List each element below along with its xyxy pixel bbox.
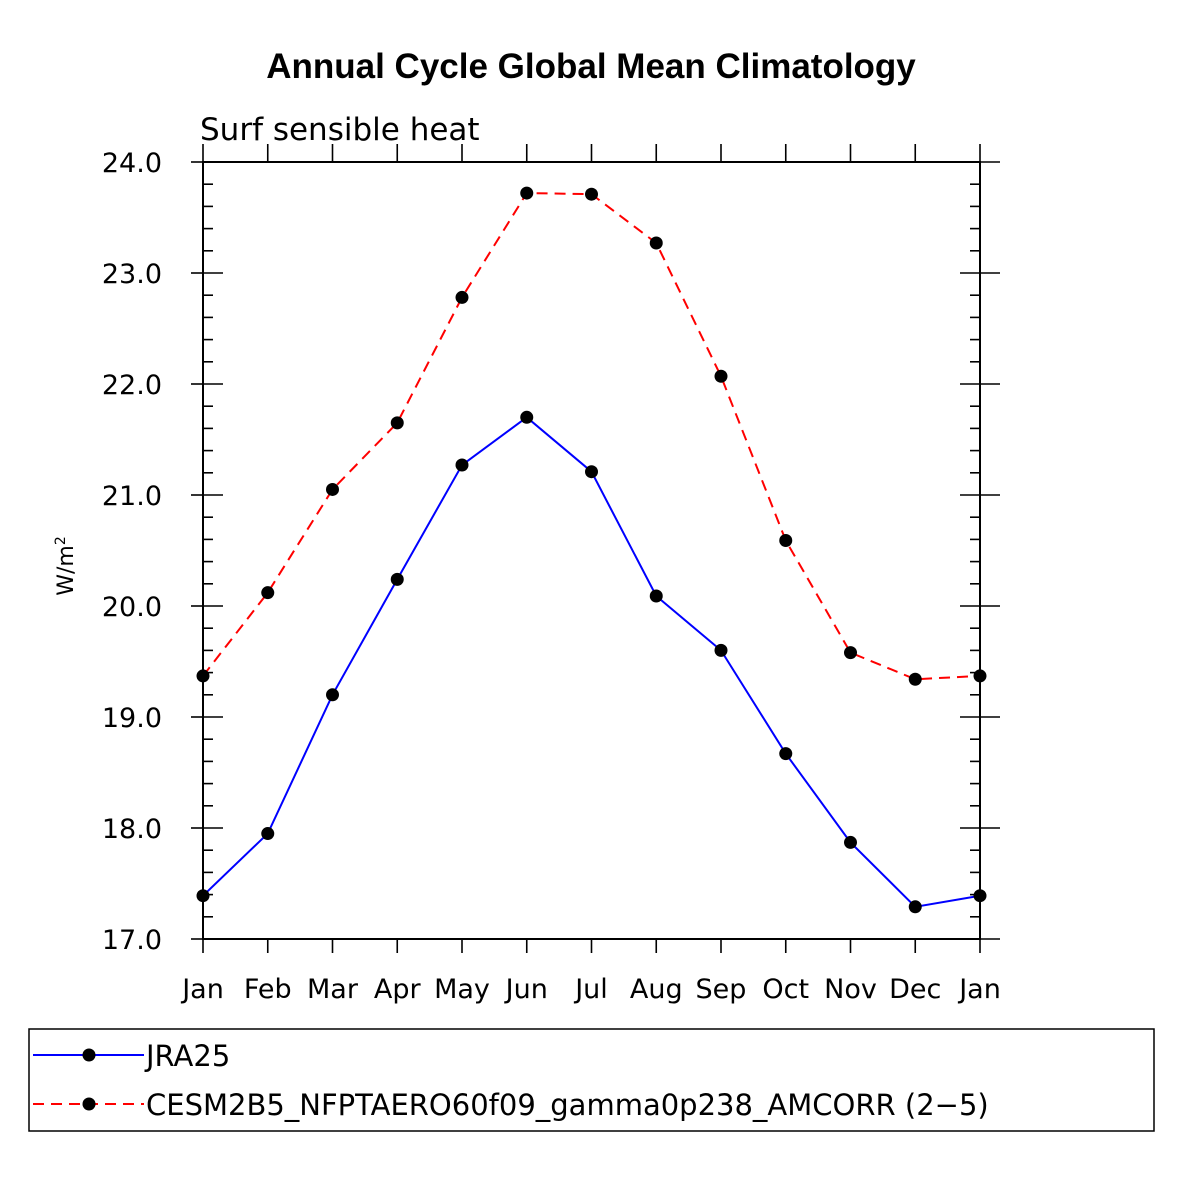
y-tick-label: 17.0	[102, 925, 162, 956]
data-point	[844, 646, 857, 660]
svg-text:W/m2: W/m2	[53, 536, 79, 596]
x-tick-label: Nov	[824, 974, 877, 1005]
y-tick-label: 23.0	[102, 259, 162, 290]
legend-marker	[82, 1097, 96, 1111]
data-point	[261, 586, 275, 600]
data-point	[844, 835, 857, 849]
data-point	[585, 465, 598, 479]
data-point	[585, 187, 598, 201]
y-tick-label: 20.0	[102, 592, 162, 623]
data-point	[779, 534, 793, 548]
data-point	[520, 410, 534, 424]
series-layer	[196, 186, 987, 914]
data-point	[326, 482, 339, 496]
x-tick-label: Aug	[630, 974, 683, 1005]
data-point	[390, 416, 404, 430]
data-point	[455, 458, 469, 472]
legend-label: JRA25	[144, 1039, 230, 1073]
x-tick-label: Feb	[244, 974, 292, 1005]
data-point	[455, 290, 469, 304]
x-tick-label: Dec	[889, 974, 941, 1005]
x-tick-label: Apr	[374, 974, 422, 1005]
data-point	[908, 672, 922, 686]
y-tick-label: 24.0	[102, 148, 162, 179]
data-point	[908, 900, 922, 914]
y-axis-label: W/m2	[53, 536, 79, 596]
y-tick-label: 22.0	[102, 370, 162, 401]
y-tick-label: 19.0	[102, 703, 162, 734]
x-tick-label: Jan	[180, 974, 224, 1005]
legend-label: CESM2B5_NFPTAERO60f09_gamma0p238_AMCORR …	[146, 1088, 989, 1122]
x-tick-label: Jan	[957, 974, 1001, 1005]
chart-subtitle: Surf sensible heat	[200, 112, 480, 148]
data-point	[649, 236, 663, 250]
x-tick-label: Jun	[504, 974, 548, 1005]
chart-title: Annual Cycle Global Mean Climatology	[266, 47, 916, 86]
legend: JRA25 CESM2B5_NFPTAERO60f09_gamma0p238_AM…	[28, 1028, 1155, 1132]
x-tick-label: Jul	[573, 974, 608, 1005]
x-tick-label: May	[434, 974, 490, 1005]
data-point	[714, 369, 728, 383]
data-point	[714, 643, 728, 657]
data-point	[520, 186, 534, 200]
plot-frame	[202, 161, 981, 940]
y-axis-label-superscript: 2	[53, 536, 69, 545]
tick-labels: 17.0 18.0 19.0 20.0 21.0 22.0 23.0 24.0 Jan Feb Ma…	[102, 148, 1001, 1005]
data-point	[326, 688, 339, 702]
data-point	[261, 827, 275, 841]
y-tick-label: 21.0	[102, 481, 162, 512]
y-axis-label-base: W/m	[54, 545, 79, 596]
x-tick-label: Sep	[696, 974, 747, 1005]
data-point	[779, 747, 793, 761]
legend-box	[28, 1028, 1155, 1132]
x-tick-label: Oct	[762, 974, 809, 1005]
x-tick-label: Mar	[307, 974, 359, 1005]
data-point	[649, 589, 663, 603]
axis-ticks	[191, 144, 1000, 953]
y-tick-label: 18.0	[102, 814, 162, 845]
series-line	[202, 416, 981, 908]
legend-marker	[82, 1048, 96, 1062]
series-line	[202, 192, 981, 681]
data-point	[390, 572, 404, 586]
